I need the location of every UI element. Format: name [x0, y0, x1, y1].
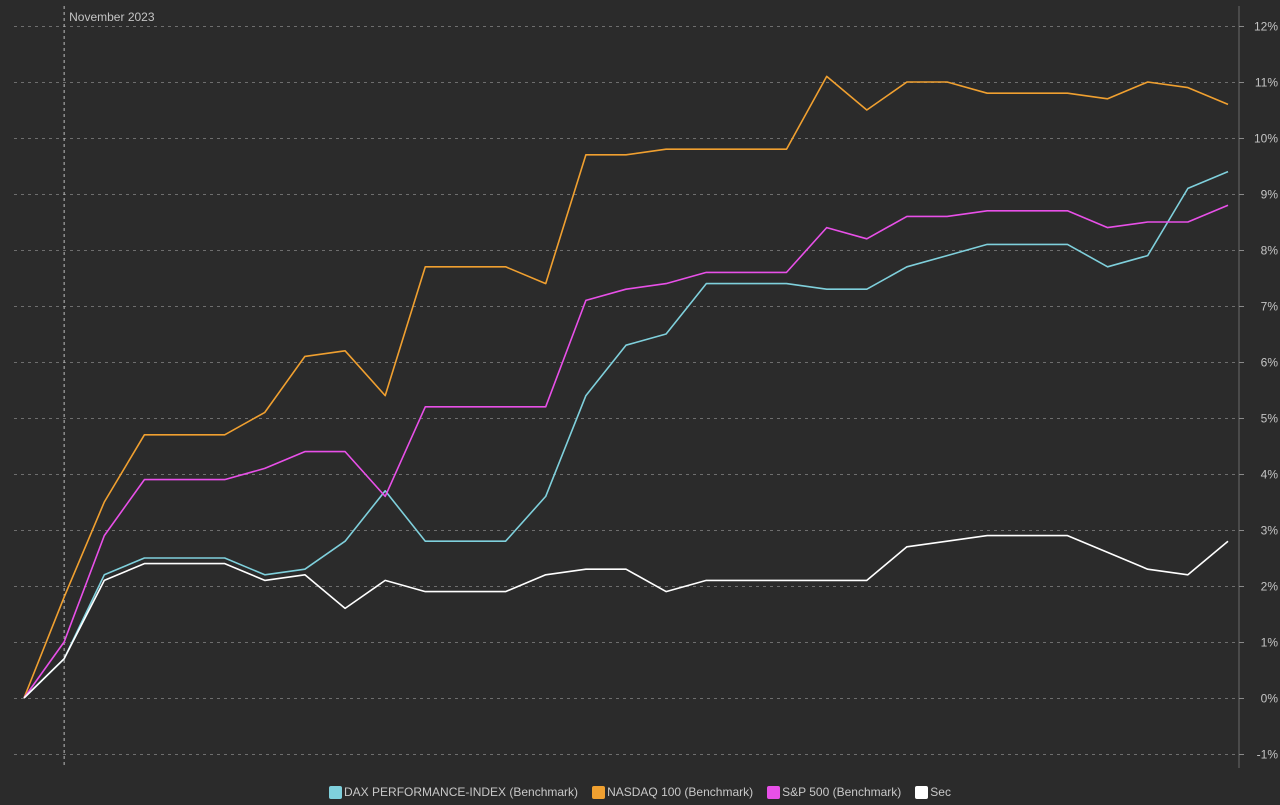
y-tick-label: 7%	[1261, 300, 1279, 314]
y-tick-label: 6%	[1261, 356, 1279, 370]
series-line-nasdaq[interactable]	[23, 75, 1229, 699]
y-axis: -1% 0% 1% 2% 3% 4% 5% 6% 7% 8% 9% 10% 11% 12%	[1238, 6, 1279, 768]
y-tick-label: -1%	[1257, 748, 1279, 762]
y-tick-label: 3%	[1261, 524, 1279, 538]
grid-layer	[14, 26, 1239, 755]
legend-item-nasdaq[interactable]: NASDAQ 100 (Benchmark)	[592, 785, 753, 799]
y-tick-label: 0%	[1261, 692, 1279, 706]
legend-swatch-dax	[329, 785, 343, 799]
y-tick-label: 9%	[1261, 188, 1279, 202]
y-tick-label: 12%	[1254, 20, 1278, 34]
legend-item-sp500[interactable]: S&P 500 (Benchmark)	[767, 785, 901, 799]
annotation-label: November 2023	[69, 10, 155, 24]
y-tick-label: 8%	[1261, 244, 1279, 258]
legend-label-nasdaq: NASDAQ 100 (Benchmark)	[607, 785, 754, 799]
y-tick-label: 1%	[1261, 636, 1279, 650]
y-tick-label: 11%	[1255, 76, 1278, 90]
legend-swatch-sec	[915, 785, 929, 799]
series-line-sp500[interactable]	[23, 204, 1229, 699]
chart-plot-area: -1% 0% 1% 2% 3% 4% 5% 6% 7% 8% 9% 10% 11% 12% Novembe…	[14, 6, 1279, 768]
y-tick-label: 10%	[1254, 132, 1278, 146]
legend-label-dax: DAX PERFORMANCE-INDEX (Benchmark)	[344, 785, 579, 799]
y-tick-label: 4%	[1261, 468, 1279, 482]
legend-swatch-nasdaq	[592, 785, 606, 799]
legend-label-sec: Sec	[930, 785, 951, 799]
legend-item-sec[interactable]: Sec	[915, 785, 951, 799]
series-layer	[23, 75, 1229, 699]
legend: DAX PERFORMANCE-INDEX (Benchmark) NASDAQ…	[0, 782, 1280, 802]
y-tick-label: 5%	[1261, 412, 1279, 426]
annotation-layer: November 2023	[63, 6, 155, 768]
series-line-sec[interactable]	[23, 534, 1229, 699]
series-line-dax[interactable]	[23, 170, 1229, 699]
legend-swatch-sp500	[767, 785, 781, 799]
y-tick-label: 2%	[1261, 580, 1279, 594]
legend-label-sp500: S&P 500 (Benchmark)	[782, 785, 902, 799]
legend-item-dax[interactable]: DAX PERFORMANCE-INDEX (Benchmark)	[329, 785, 578, 799]
